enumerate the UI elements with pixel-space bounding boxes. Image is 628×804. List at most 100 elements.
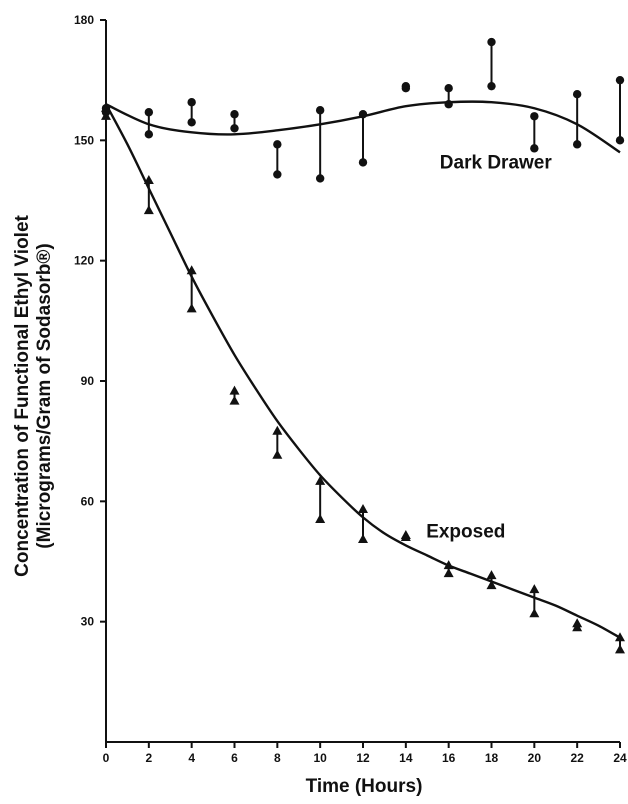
dark-drawer-marker-high xyxy=(358,110,368,119)
exposed-point xyxy=(572,618,583,632)
x-tick-label: 16 xyxy=(442,751,456,765)
x-tick-label: 18 xyxy=(485,751,499,765)
y-axis-title: Concentration of Functional Ethyl Violet… xyxy=(12,214,55,576)
exposed-point xyxy=(143,175,154,215)
x-tick-label: 14 xyxy=(399,751,413,765)
dark-drawer-point xyxy=(401,81,411,93)
exposed-marker-high xyxy=(358,503,368,513)
exposed-marker-low xyxy=(229,395,240,405)
exposed-marker-high xyxy=(186,265,197,275)
series-label-exposed: Exposed xyxy=(426,521,505,542)
series-labels: Dark Drawer Exposed xyxy=(426,152,552,542)
dark-drawer-point xyxy=(358,110,368,167)
exposed-marker-low xyxy=(615,644,625,654)
dark-drawer-marker-low xyxy=(144,130,154,139)
dark-drawer-point xyxy=(187,98,196,127)
x-tick-label: 4 xyxy=(188,751,195,765)
dark-drawer-marker-low xyxy=(230,124,239,133)
exposed-point xyxy=(400,530,411,542)
exposed-marker-high xyxy=(315,475,326,485)
exposed-marker-low xyxy=(443,568,454,578)
y-tick-label: 90 xyxy=(81,374,95,388)
exposed-marker-high xyxy=(529,584,540,594)
exposed-marker-high xyxy=(229,385,240,395)
dark-drawer-marker-high xyxy=(273,140,282,149)
dark-drawer-point xyxy=(273,140,282,179)
dark-drawer-point xyxy=(615,75,625,145)
exposed-point xyxy=(486,570,497,590)
fit-curve-exposed xyxy=(104,103,621,639)
exposed-marker-low xyxy=(315,513,326,523)
exposed-point xyxy=(101,102,111,120)
exposed-marker-low xyxy=(486,580,497,590)
dark-drawer-marker-low xyxy=(444,100,453,109)
x-tick-label: 24 xyxy=(613,751,627,765)
exposed-point xyxy=(358,503,368,544)
dark-drawer-marker-low xyxy=(273,170,282,179)
exposed-marker-low xyxy=(572,622,583,632)
exposed-marker-low xyxy=(358,534,368,544)
dark-drawer-marker-low xyxy=(615,136,625,145)
exposed-point xyxy=(272,425,283,459)
dark-drawer-marker-high xyxy=(187,98,196,107)
x-tick-label: 6 xyxy=(231,751,238,765)
fit-curves xyxy=(104,100,621,639)
dark-drawer-marker-low xyxy=(187,118,196,127)
exposed-marker-high xyxy=(443,560,454,570)
dark-drawer-marker-high xyxy=(487,37,496,47)
dark-drawer-marker-high xyxy=(572,90,582,99)
dark-drawer-marker-low xyxy=(358,158,368,167)
y-tick-label: 60 xyxy=(81,494,95,508)
y-tick-label: 30 xyxy=(81,615,95,629)
dark-drawer-point xyxy=(487,37,496,91)
dark-drawer-marker-low xyxy=(530,144,539,153)
dark-drawer-point xyxy=(144,108,154,139)
y-tick-label: 180 xyxy=(74,13,94,27)
data-marks xyxy=(101,37,625,654)
exposed-marker-low xyxy=(272,449,283,459)
exposed-marker-low xyxy=(101,110,111,120)
dark-drawer-marker-low xyxy=(487,81,496,91)
dark-drawer-marker-high xyxy=(615,75,625,85)
exposed-point xyxy=(315,475,326,523)
dark-drawer-point xyxy=(530,112,539,153)
dark-drawer-point xyxy=(315,106,325,183)
exposed-point xyxy=(529,584,540,618)
dark-drawer-marker-low xyxy=(315,174,325,183)
series-label-dark-drawer: Dark Drawer xyxy=(440,152,553,173)
x-axis-title: Time (Hours) xyxy=(306,776,423,797)
x-tick-label: 0 xyxy=(103,751,110,765)
exposed-point xyxy=(615,632,625,654)
x-tick-label: 20 xyxy=(528,751,542,765)
exposed-marker-low xyxy=(529,608,540,618)
dark-drawer-marker-low xyxy=(572,140,582,149)
x-tick-label: 12 xyxy=(356,751,370,765)
x-tick-label: 10 xyxy=(313,751,327,765)
y-tick-label: 150 xyxy=(74,133,94,147)
dark-drawer-point xyxy=(572,90,582,149)
dark-drawer-marker-high xyxy=(444,83,453,93)
dark-drawer-marker-high xyxy=(530,112,539,121)
exposed-marker-low xyxy=(400,532,411,542)
exposed-point xyxy=(186,265,197,313)
exposed-point xyxy=(229,385,240,405)
dark-drawer-marker-high xyxy=(144,108,154,117)
x-tick-label: 8 xyxy=(274,751,281,765)
dark-drawer-point xyxy=(444,83,453,109)
exposed-marker-low xyxy=(143,205,154,215)
dark-drawer-point xyxy=(230,110,239,133)
exposed-marker-high xyxy=(143,175,154,185)
dark-drawer-marker-high xyxy=(230,110,239,119)
y-tick-label: 120 xyxy=(74,254,94,268)
exposed-marker-low xyxy=(186,303,197,313)
dark-drawer-marker-high xyxy=(315,106,325,115)
exposed-marker-high xyxy=(615,632,625,642)
x-tick-label: 2 xyxy=(145,751,152,765)
exposed-marker-high xyxy=(101,102,111,112)
exposed-point xyxy=(443,560,454,578)
exposed-marker-high xyxy=(486,570,497,580)
y-axis-title-line1: Concentration of Functional Ethyl Violet xyxy=(12,214,33,576)
